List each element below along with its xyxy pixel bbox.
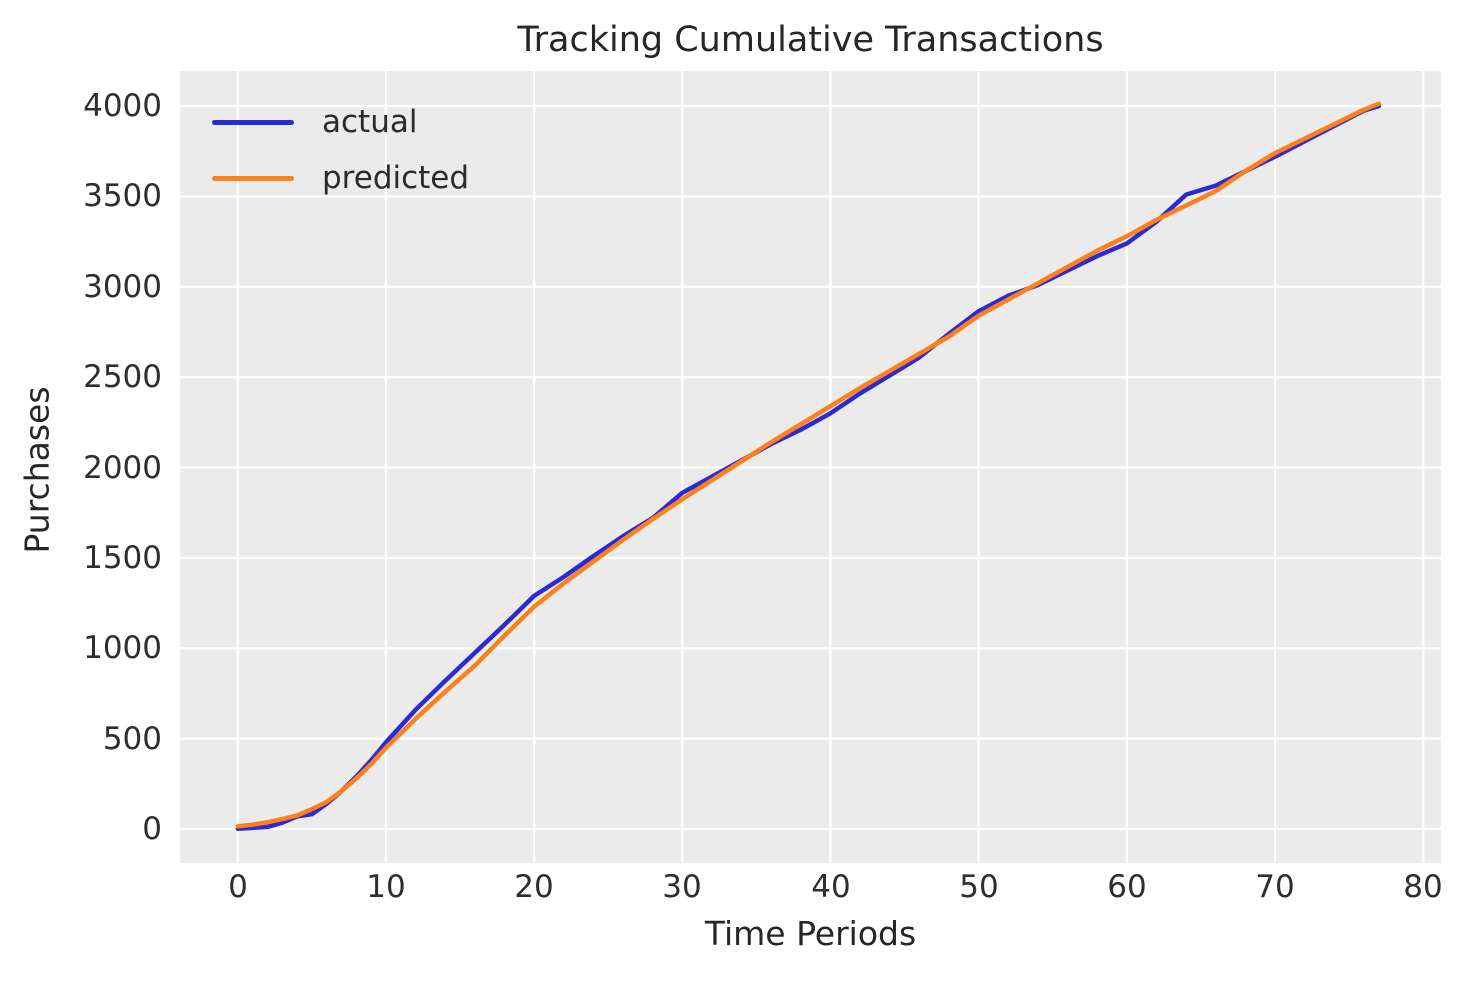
y-tick-label: 1500 (83, 540, 162, 576)
x-axis-label: Time Periods (704, 914, 917, 953)
legend: actual predicted (212, 94, 469, 206)
legend-label-predicted: predicted (322, 160, 470, 196)
legend-item-actual: actual (212, 94, 469, 150)
y-tick-label: 2500 (83, 359, 162, 395)
predicted-line-swatch (212, 175, 294, 181)
predicted-line (235, 101, 1382, 829)
y-tick-label: 2000 (83, 450, 162, 486)
y-tick-label: 0 (142, 811, 162, 847)
y-tick-label: 500 (102, 721, 162, 757)
actual-line-swatch (212, 119, 294, 125)
y-tick-label: 1000 (83, 630, 162, 666)
legend-label-actual: actual (322, 104, 418, 140)
x-tick-label: 40 (811, 869, 851, 905)
y-tick-label: 3500 (83, 178, 162, 214)
y-axis-label: Purchases (17, 386, 57, 554)
x-tick-label: 20 (514, 869, 554, 905)
chart-title: Tracking Cumulative Transactions (517, 20, 1104, 60)
x-tick-label: 0 (228, 869, 248, 905)
y-tick-label: 4000 (83, 88, 162, 124)
x-tick-label: 80 (1403, 869, 1443, 905)
x-tick-label: 60 (1107, 869, 1147, 905)
x-tick-label: 10 (366, 869, 406, 905)
x-tick-label: 30 (662, 869, 702, 905)
y-tick-label: 3000 (83, 269, 162, 305)
x-tick-label: 50 (959, 869, 999, 905)
gridlines (180, 71, 1441, 863)
x-tick-label: 70 (1255, 869, 1295, 905)
legend-item-predicted: predicted (212, 150, 469, 206)
